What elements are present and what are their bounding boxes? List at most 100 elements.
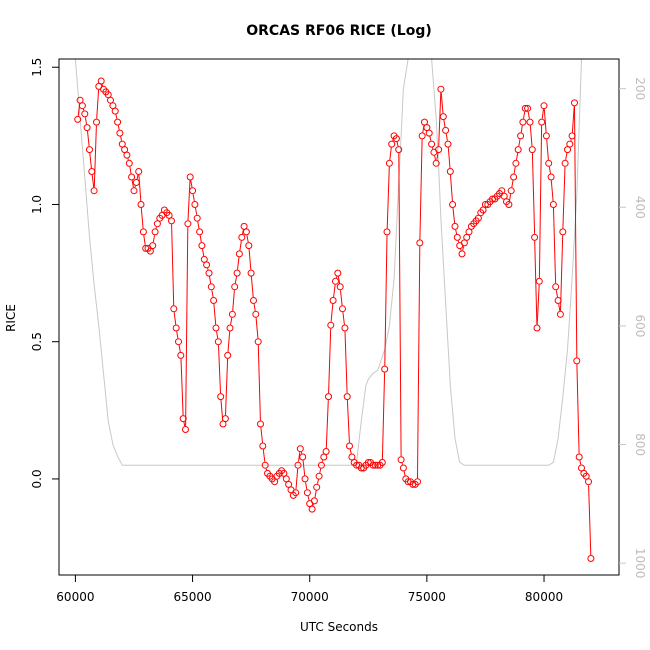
rice-point xyxy=(198,242,206,250)
altitude-layer xyxy=(74,58,582,466)
rice-point xyxy=(517,132,525,140)
rice-point xyxy=(151,228,159,236)
rice-point xyxy=(317,461,325,469)
rice-line-segment xyxy=(349,449,352,454)
rice-point xyxy=(442,126,450,134)
rice-point xyxy=(439,113,447,121)
rice-line-segment xyxy=(232,290,235,311)
rice-point xyxy=(343,393,351,401)
rice-point xyxy=(139,228,147,236)
rice-point xyxy=(114,118,122,126)
rice-point xyxy=(299,453,307,461)
rice-line-segment xyxy=(571,106,575,133)
rice-line-segment xyxy=(541,109,544,119)
rice-point xyxy=(531,233,539,241)
rice-point xyxy=(111,107,119,115)
rice-point xyxy=(547,173,555,181)
rice-point xyxy=(540,102,548,110)
rice-line-segment xyxy=(230,317,233,325)
rice-line-segment xyxy=(330,303,334,322)
rice-point xyxy=(512,159,520,167)
rice-point xyxy=(179,415,187,423)
rice-point xyxy=(453,233,461,241)
rice-point xyxy=(123,151,131,159)
rice-point xyxy=(168,217,175,225)
rice-point xyxy=(533,324,541,332)
rice-line-segment xyxy=(152,235,155,243)
rice-line-segment xyxy=(176,331,179,339)
rice-line-segment xyxy=(333,284,336,298)
rice-point xyxy=(556,310,564,318)
rice-point xyxy=(552,283,560,291)
rice-line-segment xyxy=(511,180,514,188)
rice-line-segment xyxy=(398,153,402,457)
rice-point xyxy=(128,173,136,181)
rice-point xyxy=(437,85,445,93)
rice-point xyxy=(250,297,257,304)
rice-point xyxy=(535,277,543,285)
rice-point xyxy=(177,351,185,359)
rice-line-segment xyxy=(319,468,322,473)
rice-point xyxy=(83,124,91,132)
rice-line-segment xyxy=(262,449,266,462)
rice-point xyxy=(507,187,515,195)
rice-line-segment xyxy=(195,207,198,215)
rice-line-segment xyxy=(96,89,100,119)
rice-point xyxy=(336,283,344,291)
rice-line-segment xyxy=(436,152,439,160)
rice-line-segment xyxy=(538,125,543,278)
rice-point xyxy=(86,146,93,154)
rice-point xyxy=(334,269,342,277)
rice-point xyxy=(395,146,403,154)
rice-point xyxy=(296,445,304,453)
rice-point xyxy=(242,228,250,236)
rice-point xyxy=(435,146,443,154)
x-tick-label: 60000 xyxy=(56,590,94,604)
rice-point xyxy=(184,220,192,228)
rice-line-segment xyxy=(386,166,390,229)
rice-point xyxy=(575,453,583,461)
rice-point xyxy=(292,489,300,497)
rice-point xyxy=(210,297,218,304)
rice-point xyxy=(313,483,321,491)
rice-point xyxy=(97,77,105,85)
rice-line-segment xyxy=(227,331,231,352)
rice-line-segment xyxy=(260,427,263,443)
rice-point xyxy=(252,310,260,318)
rice-line-segment xyxy=(562,166,566,229)
rice-line-segment xyxy=(419,139,423,240)
rice-line-segment xyxy=(529,125,533,147)
rice-line-segment xyxy=(91,174,95,188)
rice-line-segment xyxy=(429,136,432,141)
rice-point xyxy=(116,129,124,137)
rice-line-segment xyxy=(185,227,189,427)
rice-point xyxy=(310,497,318,505)
rice-line-segment xyxy=(237,257,240,270)
rice-line-segment xyxy=(239,240,242,251)
rice-line-segment xyxy=(213,303,217,325)
rice-line-segment xyxy=(183,421,186,427)
rice-point xyxy=(397,456,405,464)
rice-point xyxy=(418,132,426,140)
rice-line-segment xyxy=(314,490,317,498)
rice-point xyxy=(228,310,236,318)
rice-point xyxy=(81,110,89,118)
rice-line-segment xyxy=(246,235,249,243)
rice-line-segment xyxy=(143,235,146,245)
rice-line-segment xyxy=(317,479,319,484)
rice-line-segment xyxy=(434,155,436,161)
y-tick-label: 1.5 xyxy=(30,58,44,77)
rice-point xyxy=(329,297,337,304)
rice-point xyxy=(573,357,581,365)
rice-point xyxy=(568,132,576,140)
rice-point xyxy=(175,338,182,346)
rice-line-segment xyxy=(340,290,343,306)
rice-line-segment xyxy=(447,147,451,169)
rice-point xyxy=(170,305,178,313)
rice-line-segment xyxy=(337,276,341,284)
rice-line-segment xyxy=(443,120,446,127)
rice-line-segment xyxy=(553,207,557,284)
rice-point xyxy=(339,305,346,313)
rice-point xyxy=(332,277,339,285)
